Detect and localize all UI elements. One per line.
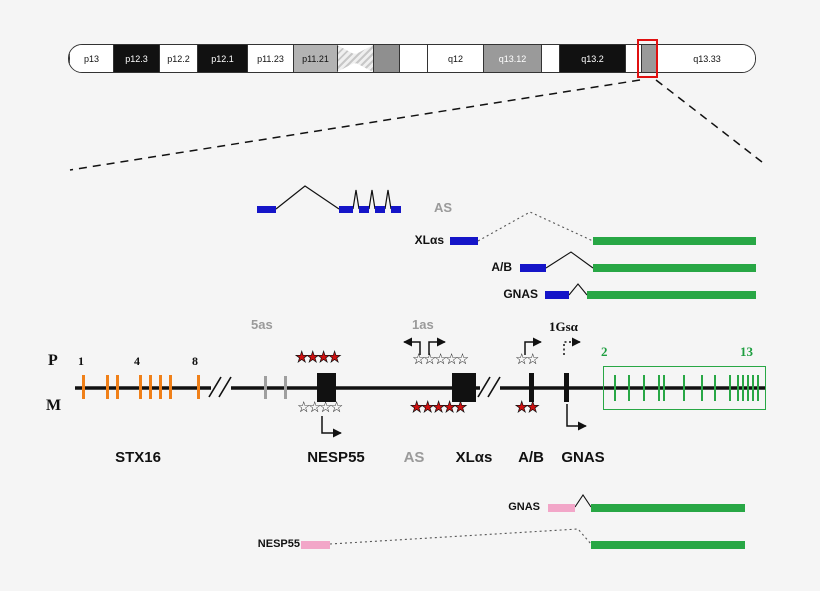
locus-highlight-box (637, 39, 658, 78)
zoom-dashed-lines (69, 79, 763, 171)
bottom-gnas-first-exon (548, 504, 575, 512)
gnas-transcript-label: GNAS (503, 287, 538, 301)
maternal-allele-label: M (46, 397, 62, 414)
as-exon (339, 206, 353, 213)
nesp55-exon-box (317, 373, 336, 402)
gnas-first-exon (545, 291, 569, 299)
stx16-exon-number-8: 8 (192, 354, 198, 368)
ab-maternal-methylation-stars: ★★ (515, 399, 540, 416)
bottom-nesp55-first-exon (301, 541, 330, 549)
gene-label-stx16: STX16 (115, 449, 161, 466)
gene-label-xlas: XLαs (455, 449, 493, 466)
band-unlabeled (373, 45, 399, 72)
band-unlabeled (641, 45, 656, 72)
gnas-exon1-box (564, 373, 569, 402)
gnas-exon-number-2: 2 (601, 344, 608, 359)
bottom-nesp55-label: NESP55 (257, 538, 300, 550)
band-q13.2: q13.2 (559, 45, 625, 72)
band-q13.33: q13.33 (656, 45, 755, 72)
xlas-transcript-label: XLαs (414, 233, 444, 247)
band-p11.23: p11.23 (247, 45, 293, 72)
stx16-exon-number-4: 4 (134, 354, 140, 368)
xlas-common-exons (593, 237, 756, 245)
band-q12: q12 (427, 45, 483, 72)
gsa1-dotted-arrow (563, 337, 581, 355)
gnas-common-exons-box (603, 366, 766, 410)
band-p12.1: p12.1 (197, 45, 247, 72)
line-break-slashes (208, 376, 501, 398)
gnas-common-exons (587, 291, 756, 299)
band-p11.21: p11.21 (293, 45, 337, 72)
band-p13: p13 (69, 45, 113, 72)
gene-label-ab: A/B (518, 449, 544, 466)
nesp55-maternal-arrow (321, 416, 342, 438)
xlas-exon-box (452, 373, 476, 402)
gsa1-promoter-label: 1Gsα (549, 319, 578, 334)
band-q13.12: q13.12 (483, 45, 541, 72)
ab-paternal-unmethylated-stars: ☆☆ (515, 351, 539, 368)
ab-paternal-arrow (524, 337, 542, 355)
as-transcript-label: AS (434, 200, 453, 215)
xlas-maternal-methylation-stars: ★★★★★ (410, 399, 468, 416)
gene-label-as: AS (403, 449, 425, 466)
stx16-exon-number-1: 1 (78, 354, 84, 368)
transcript-splice-lines (477, 211, 594, 296)
as-exon (375, 206, 385, 213)
bottom-gnas-common-exons (591, 504, 745, 512)
band-p12.3: p12.3 (113, 45, 159, 72)
as-exon (391, 206, 401, 213)
chromosome-ideogram: p13 p12.3 p12.2 p12.1 p11.23 p11.21 q12 q13.12 q… (68, 44, 756, 73)
paternal-allele-label: P (48, 352, 58, 369)
band-unlabeled (337, 45, 373, 72)
gene-label-nesp55: NESP55 (307, 449, 365, 466)
band-unlabeled (541, 45, 559, 72)
band-p12.2: p12.2 (159, 45, 197, 72)
ab-transcript-label: A/B (491, 260, 512, 274)
bottom-gnas-label: GNAS (508, 501, 540, 513)
bottom-nesp55-common-exons (591, 541, 745, 549)
transcription-start-arrows (321, 337, 587, 438)
gene-label-gnas: GNAS (561, 449, 605, 466)
as5-label: 5as (251, 317, 273, 332)
band-unlabeled (399, 45, 427, 72)
as-exon (257, 206, 276, 213)
bottom-splice-lines (329, 494, 592, 545)
nesp55-paternal-methylation-stars: ★★★★ (295, 349, 342, 366)
ab-first-exon (520, 264, 546, 272)
ab-exon-box (529, 373, 534, 402)
xlas-paternal-unmethylated-stars: ☆☆☆☆☆ (412, 351, 469, 368)
as-splice-lines (275, 185, 392, 210)
nesp55-maternal-unmethylated-stars: ☆☆☆☆ (297, 399, 343, 416)
gnas-exon-number-13: 13 (740, 344, 753, 359)
as-exon (359, 206, 369, 213)
gnas-maternal-arrow (566, 404, 587, 431)
xlas-first-exon (450, 237, 478, 245)
as1-left-arrow (403, 337, 421, 355)
as1-right-arrow (428, 337, 446, 355)
as1-label: 1as (412, 317, 434, 332)
ab-common-exons (593, 264, 756, 272)
